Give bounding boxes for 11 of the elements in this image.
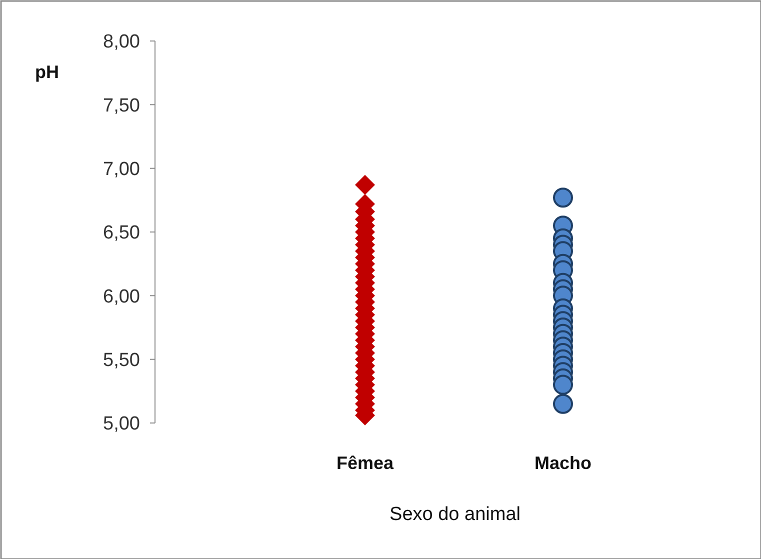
x-tick-label: Fêmea bbox=[336, 453, 394, 473]
y-tick-label: 7,00 bbox=[103, 158, 140, 180]
y-axis-title: pH bbox=[35, 62, 59, 82]
x-tick-label: Macho bbox=[534, 453, 592, 473]
y-tick-label: 6,00 bbox=[103, 286, 140, 308]
y-tick-label: 7,50 bbox=[103, 95, 140, 116]
y-tick-label: 5,50 bbox=[103, 350, 140, 371]
y-tick-label: 6,50 bbox=[103, 222, 140, 244]
x-axis-title: Sexo do animal bbox=[390, 504, 520, 525]
y-tick-label: 5,00 bbox=[103, 414, 140, 435]
y-tick-label: 8,00 bbox=[103, 32, 140, 53]
